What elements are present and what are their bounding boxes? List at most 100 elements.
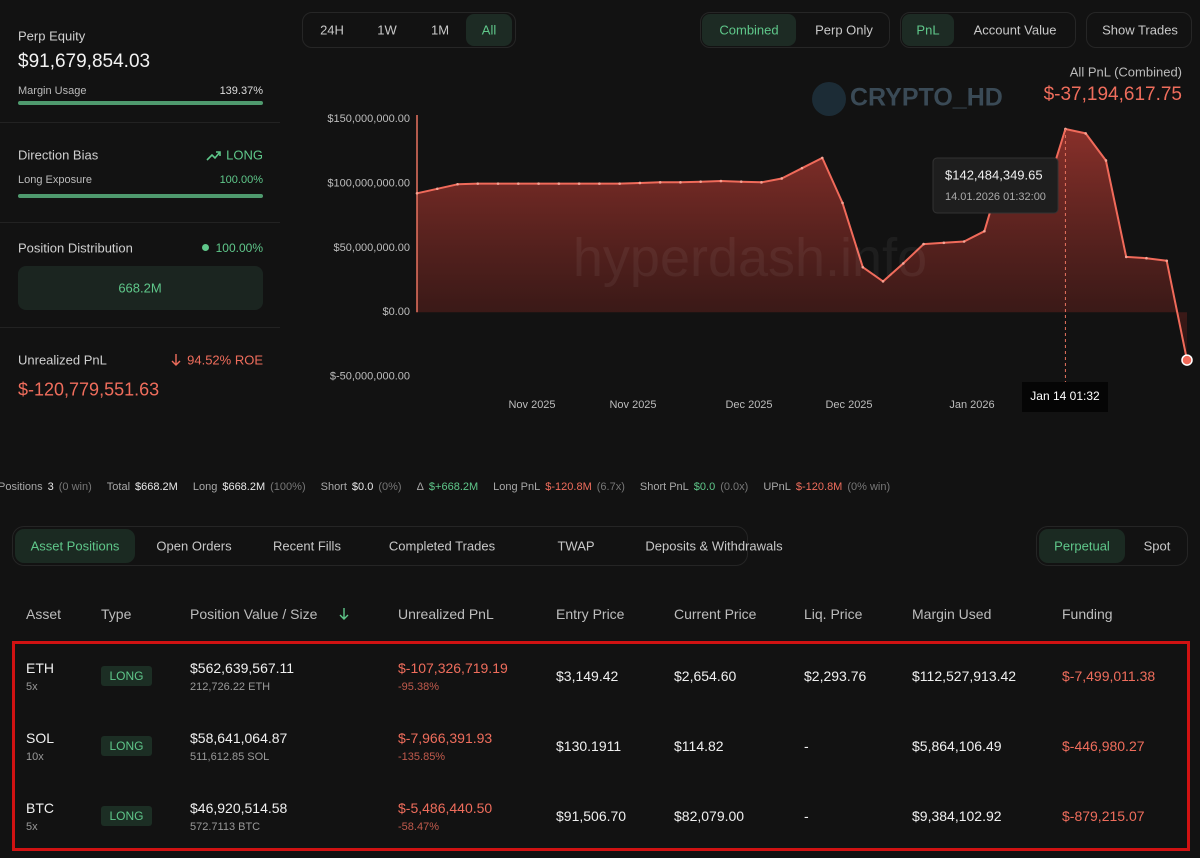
distribution-box [18, 266, 263, 310]
column-header: Funding [1062, 606, 1113, 622]
point [577, 182, 581, 185]
tab[interactable]: Spot [1143, 538, 1171, 554]
active-button [902, 14, 954, 46]
point [739, 180, 743, 183]
button[interactable]: 1W [377, 22, 397, 38]
distribution-amount: 668.2M [118, 280, 162, 296]
column-header: Margin Used [912, 606, 992, 622]
tab[interactable]: Asset Positions [30, 538, 120, 554]
pnl-percent: -58.47% [398, 821, 439, 833]
stat-value: $-120.8M [795, 481, 843, 493]
tab[interactable]: Completed Trades [388, 538, 496, 554]
label: Unrealized PnL [18, 352, 107, 368]
watermark: hyperdash.info [572, 228, 928, 288]
tab[interactable]: Recent Fills [273, 538, 341, 554]
type-badge [101, 736, 152, 756]
pnl-percent: -95.38% [398, 681, 439, 693]
point [942, 241, 946, 245]
icon [171, 354, 181, 366]
point [618, 182, 621, 185]
leverage: 10x [26, 751, 44, 763]
funding: $-879,215.07 [1062, 808, 1145, 824]
stat-value: $-120.8M [545, 481, 592, 493]
value: 100.00% [215, 241, 263, 255]
button[interactable]: Account Value [973, 22, 1057, 38]
icon [339, 608, 349, 620]
tab[interactable]: Open Orders [156, 538, 232, 554]
point [841, 201, 844, 205]
column-header: Entry Price [556, 606, 625, 622]
stat-value: $+668.2M [428, 481, 479, 493]
label: Position Distribution [18, 240, 133, 256]
x-tooltip-label: Jan 14 01:32 [1030, 389, 1100, 403]
icon [206, 151, 221, 161]
column-header: Position Value / Size [190, 606, 318, 622]
point [658, 181, 662, 184]
divider [0, 122, 280, 123]
active-button [466, 14, 512, 46]
button-group [1086, 12, 1192, 48]
watermark: CRYPTO_HD [850, 83, 1003, 112]
stat: UPnL $-120.8M (0% win) [763, 481, 890, 493]
point [820, 156, 824, 160]
x-tick-label: Nov 2025 [609, 399, 656, 411]
column-header: Type [101, 606, 132, 622]
point [435, 187, 439, 191]
point [456, 182, 459, 186]
telegram-icon [812, 82, 846, 116]
point [1084, 132, 1087, 135]
point [861, 265, 865, 269]
divider [0, 327, 280, 328]
type: LONG [109, 739, 144, 753]
pnl-percent: -135.85% [398, 751, 446, 763]
equity-value: $91,679,854.03 [18, 51, 151, 72]
stat: Δ $+668.2M [417, 481, 479, 493]
tab-group [1036, 526, 1188, 566]
point [881, 280, 885, 283]
button[interactable]: 24H [320, 22, 344, 38]
point [800, 166, 804, 170]
liq-price: - [804, 808, 809, 824]
point [1145, 256, 1148, 260]
y-tick-label: $-50,000,000.00 [330, 370, 410, 382]
stat-note: (0% win) [847, 481, 891, 493]
stat: Short PnL $0.0 (0.0x) [640, 481, 748, 493]
label: Long Exposure [18, 174, 92, 186]
tab[interactable]: Deposits & Withdrawals [645, 538, 783, 554]
pnl-chart: $-50,000,000.00 $0.00 $50,000,000.00 $100,0… [327, 113, 1193, 412]
entry-price: $130.1911 [556, 738, 622, 754]
column-header: Asset [26, 606, 62, 622]
stat-label: Long [192, 481, 218, 493]
point [638, 181, 642, 185]
position-size: 511,612.85 SOL [190, 751, 270, 763]
point [496, 182, 500, 185]
stat-label: Δ [416, 481, 424, 493]
button[interactable]: Combined [719, 22, 779, 38]
button[interactable]: Show Trades [1102, 22, 1178, 38]
tooltip [932, 157, 1059, 214]
point [962, 240, 966, 243]
tab[interactable]: TWAP [557, 538, 595, 554]
point [1165, 259, 1169, 263]
button[interactable]: PnL [916, 22, 940, 38]
stats-bar: Positions 3 (0 win) Total $668.2M Long $668.2M… [0, 478, 1198, 496]
point [679, 181, 682, 184]
stat-value: 3 [47, 481, 54, 493]
margin-used: $112,527,913.42 [912, 668, 1017, 684]
margin-used: $5,864,106.49 [912, 738, 1002, 754]
button[interactable]: All [481, 22, 497, 38]
end-point [1181, 354, 1193, 366]
button[interactable]: Perp Only [815, 22, 873, 38]
stat-label: Total [106, 481, 131, 493]
point [1064, 127, 1067, 131]
current-price: $82,079.00 [674, 808, 745, 824]
leverage: 5x [26, 681, 38, 693]
button[interactable]: 1M [430, 22, 450, 38]
y-tick-label: $100,000,000.00 [327, 178, 410, 190]
type-badge [101, 666, 152, 686]
stat-value: $0.0 [351, 481, 374, 493]
tab[interactable]: Perpetual [1054, 538, 1110, 554]
area [417, 129, 1187, 361]
point [902, 262, 905, 265]
y-tick-label: $150,000,000.00 [327, 113, 410, 125]
